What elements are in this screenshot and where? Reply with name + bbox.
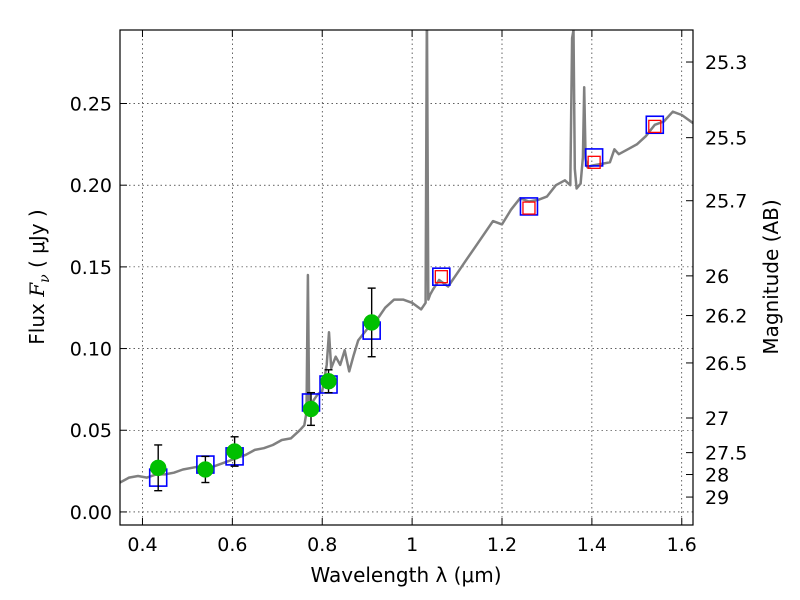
y2-tick-label: 26 <box>705 266 729 288</box>
y2-tick-label: 26.2 <box>705 306 747 328</box>
observed-photometry-point <box>149 459 167 477</box>
model-photometry-square <box>432 267 451 286</box>
observed-photometry-point <box>302 400 320 418</box>
spectrum-layer <box>120 30 693 484</box>
x-tick-label: 1.6 <box>667 534 697 556</box>
x-tick-label: 1.2 <box>487 534 517 556</box>
spectrum-line <box>120 30 693 484</box>
y-tick-label: 0.20 <box>70 175 112 197</box>
model-photometry-square <box>584 148 604 167</box>
y-tick-label: 0.05 <box>70 420 112 442</box>
predicted-photometry-square <box>434 270 448 284</box>
observed-photometry-point <box>197 461 214 478</box>
x-tick-label: 1.4 <box>577 534 607 556</box>
y-tick-label: 0.10 <box>70 339 112 361</box>
model-photometry-square <box>519 197 539 216</box>
y2-tick-label: 25.5 <box>705 128 747 150</box>
x-tick-label: 1 <box>406 534 418 556</box>
grid <box>120 30 693 525</box>
y2-tick-label: 25.7 <box>705 191 747 213</box>
observed-photometry-point <box>363 314 380 331</box>
y2-tick-label: 26.5 <box>705 353 747 375</box>
predicted-photometry-square <box>587 155 601 169</box>
y2-tick-label: 27 <box>705 408 729 430</box>
predicted-photometry-square <box>648 119 662 134</box>
markers-layer <box>148 115 665 492</box>
y2-tick-label: 27.5 <box>705 443 747 465</box>
y2-tick-label: 28 <box>705 465 729 487</box>
y-tick-label: 0.00 <box>70 502 112 524</box>
y2-axis-label: Magnitude (AB) <box>759 199 783 354</box>
x-tick-label: 0.8 <box>307 534 337 556</box>
model-photometry-square <box>645 115 665 135</box>
observed-photometry-point <box>320 372 337 390</box>
predicted-photometry-square <box>522 201 536 215</box>
y-tick-label: 0.15 <box>70 257 112 279</box>
plot-frame <box>119 29 694 526</box>
x-tick-label: 0.6 <box>217 534 247 556</box>
ticks-layer: 0.4 0.6 0.8 1 1.2 1.4 1.6 0.00 0.05 0.10 0.15 0.20 0… <box>70 30 747 556</box>
y-tick-label: 0.25 <box>70 94 112 116</box>
y2-tick-label: 25.3 <box>705 52 747 74</box>
y-axis-label: Flux Fν ( μJy ) <box>25 209 53 344</box>
y2-tick-label: 29 <box>705 487 729 509</box>
x-axis-label: Wavelength λ (μm) <box>310 563 501 587</box>
x-tick-label: 0.4 <box>127 534 157 556</box>
observed-photometry-point <box>226 443 243 460</box>
